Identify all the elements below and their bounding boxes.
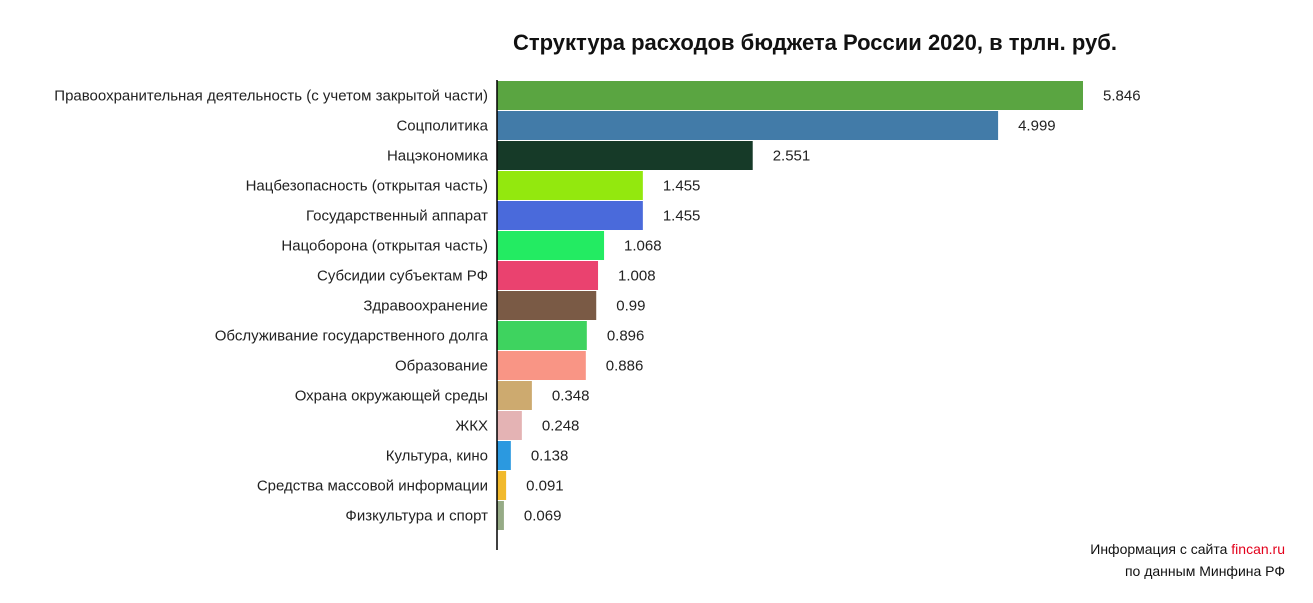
source-prefix: Информация с сайта bbox=[1090, 541, 1228, 557]
category-label: Соцполитика bbox=[396, 118, 488, 135]
bar bbox=[497, 261, 599, 290]
value-label: 0.896 bbox=[607, 328, 645, 345]
value-label: 4.999 bbox=[1018, 118, 1056, 135]
bar bbox=[497, 231, 605, 260]
value-label: 0.348 bbox=[552, 388, 590, 405]
bar bbox=[497, 171, 643, 200]
category-label: Обслуживание государственного долга bbox=[215, 328, 489, 345]
bar bbox=[497, 111, 999, 140]
bar bbox=[497, 381, 532, 410]
bar bbox=[497, 471, 507, 500]
bar bbox=[497, 291, 597, 320]
value-label: 1.008 bbox=[618, 268, 656, 285]
category-label: Здравоохранение bbox=[363, 298, 488, 315]
category-label: Нацоборона (открытая часть) bbox=[281, 238, 488, 255]
value-labels-group: 5.8464.9992.5511.4551.4551.0681.0080.990… bbox=[524, 88, 1141, 525]
value-label: 1.068 bbox=[624, 238, 662, 255]
value-label: 0.069 bbox=[524, 508, 562, 525]
category-label: Нацэкономика bbox=[387, 148, 489, 165]
category-label: Средства массовой информации bbox=[257, 478, 488, 495]
category-label: Физкультура и спорт bbox=[345, 508, 488, 525]
bar bbox=[497, 441, 511, 470]
value-label: 0.091 bbox=[526, 478, 564, 495]
bar bbox=[497, 201, 643, 230]
value-label: 1.455 bbox=[663, 208, 701, 225]
category-label: Культура, кино bbox=[386, 448, 488, 465]
bar bbox=[497, 81, 1083, 110]
chart-title: Структура расходов бюджета России 2020, … bbox=[513, 30, 1117, 55]
category-labels-group: Правоохранительная деятельность (с учето… bbox=[54, 88, 488, 525]
value-label: 5.846 bbox=[1103, 88, 1141, 105]
source-line-1: Информация с сайта fincan.ru bbox=[1090, 541, 1285, 557]
value-label: 1.455 bbox=[663, 178, 701, 195]
bar bbox=[497, 411, 522, 440]
source-line-2: по данным Минфина РФ bbox=[1124, 563, 1285, 579]
category-label: Субсидии субъектам РФ bbox=[317, 268, 488, 285]
category-label: Охрана окружающей среды bbox=[295, 388, 488, 405]
value-label: 0.99 bbox=[616, 298, 645, 315]
bar bbox=[497, 501, 504, 530]
value-label: 2.551 bbox=[773, 148, 811, 165]
source-site-link[interactable]: fincan.ru bbox=[1231, 541, 1285, 557]
category-label: ЖКХ bbox=[455, 418, 488, 435]
category-label: Образование bbox=[395, 358, 488, 375]
value-label: 0.138 bbox=[531, 448, 569, 465]
bar bbox=[497, 321, 587, 350]
value-label: 0.248 bbox=[542, 418, 580, 435]
value-label: 0.886 bbox=[606, 358, 644, 375]
category-label: Правоохранительная деятельность (с учето… bbox=[54, 88, 488, 105]
bars-group bbox=[497, 81, 1083, 530]
category-label: Государственный аппарат bbox=[306, 208, 488, 225]
category-label: Нацбезопасность (открытая часть) bbox=[246, 178, 488, 195]
bar bbox=[497, 351, 586, 380]
bar bbox=[497, 141, 753, 170]
